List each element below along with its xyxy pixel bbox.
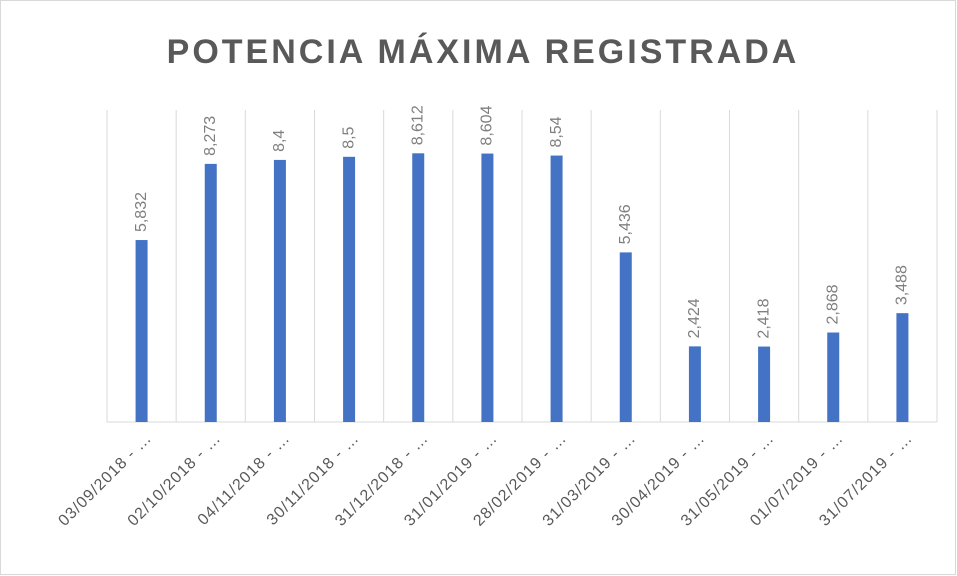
bar — [204, 163, 217, 423]
data-label: 3,488 — [894, 265, 911, 305]
bar — [896, 313, 909, 422]
bar — [550, 155, 563, 422]
data-label: 2,424 — [686, 298, 703, 338]
data-label: 2,868 — [824, 284, 841, 324]
bar — [619, 252, 632, 422]
bar — [135, 240, 148, 422]
bar — [758, 346, 771, 422]
data-label: 2,418 — [755, 298, 772, 338]
bar — [343, 156, 356, 423]
data-label: 8,604 — [479, 105, 496, 145]
data-label: 8,5 — [340, 126, 357, 148]
bar — [827, 332, 840, 422]
bar — [688, 346, 701, 422]
bar — [273, 159, 286, 423]
data-label: 8,54 — [548, 116, 565, 147]
data-label: 5,832 — [133, 192, 150, 232]
chart-title: POTENCIA MÁXIMA REGISTRADA — [167, 33, 800, 71]
data-label: 5,436 — [617, 204, 634, 244]
bar — [481, 153, 494, 422]
data-label: 8,273 — [202, 116, 219, 156]
data-label: 8,612 — [409, 105, 426, 145]
bar — [412, 153, 425, 422]
data-label: 8,4 — [271, 130, 288, 152]
